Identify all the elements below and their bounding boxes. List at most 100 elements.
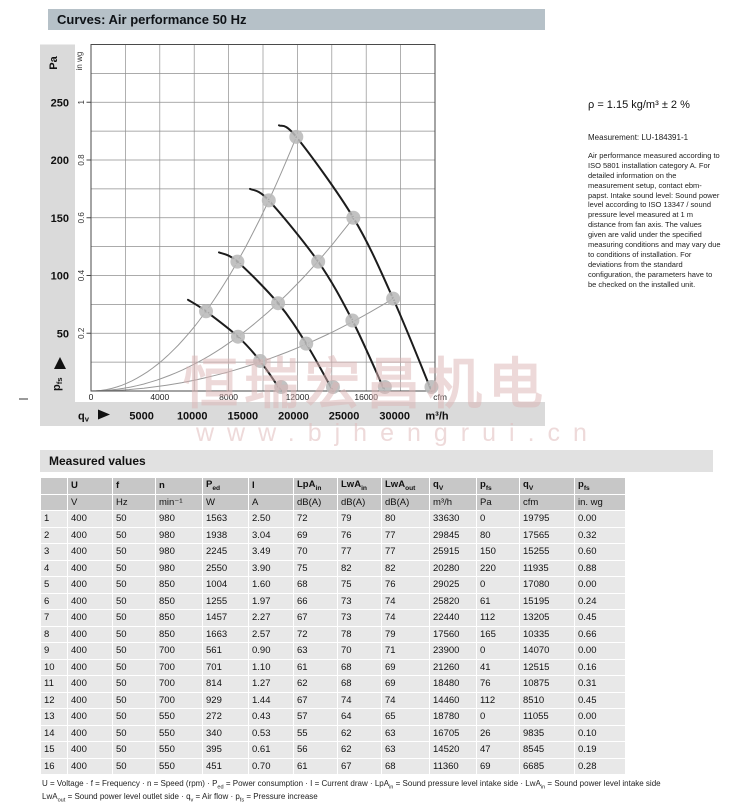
table-cell: 2.27 — [249, 610, 293, 626]
table-cell: 0.60 — [575, 544, 625, 560]
operating-point-marker — [274, 380, 289, 394]
operating-point-marker — [253, 353, 268, 368]
table-cell: 50 — [113, 593, 155, 609]
table-cell: 0.28 — [575, 758, 625, 774]
column-header: qV — [430, 478, 476, 494]
left-margin-mark — [19, 398, 28, 400]
table-cell: 50 — [113, 577, 155, 593]
operating-point-marker — [325, 380, 340, 394]
table-cell: 62 — [338, 725, 381, 741]
table-cell: 0.43 — [249, 709, 293, 725]
table-cell: 74 — [338, 692, 381, 708]
table-cell: 12 — [41, 692, 67, 708]
svg-text:0.6: 0.6 — [77, 212, 86, 224]
table-cell: 0.61 — [249, 742, 293, 758]
table-cell: 16 — [41, 758, 67, 774]
svg-text:1: 1 — [77, 99, 86, 104]
table-cell: 400 — [68, 544, 112, 560]
table-row: 5 400 50 850 1004 1.60 68 75 76 29025 0 17080 0.00 — [41, 577, 625, 593]
table-cell: 68 — [294, 577, 337, 593]
table-cell: 7 — [41, 610, 67, 626]
table-cell: 400 — [68, 643, 112, 659]
table-cell: 15255 — [520, 544, 574, 560]
operating-point-marker — [299, 336, 314, 351]
table-cell: 14070 — [520, 643, 574, 659]
svg-text:10000: 10000 — [177, 411, 208, 423]
table-cell: 0.19 — [575, 742, 625, 758]
table-cell: 0.45 — [575, 692, 625, 708]
svg-text:150: 150 — [51, 213, 69, 225]
table-cell: 6685 — [520, 758, 574, 774]
system-curves — [90, 136, 394, 392]
table-cell: 62 — [294, 676, 337, 692]
table-cell: 61 — [294, 659, 337, 675]
column-unit: W — [203, 494, 248, 510]
table-cell: 2245 — [203, 544, 248, 560]
table-cell: 400 — [68, 692, 112, 708]
table-cell: 61 — [294, 758, 337, 774]
table-cell: 76 — [338, 527, 381, 543]
table-cell: 17080 — [520, 577, 574, 593]
column-unit: dB(A) — [294, 494, 337, 510]
table-cell: 50 — [113, 725, 155, 741]
table-row: 8 400 50 850 1663 2.57 72 78 79 17560 165 10335 0.66 — [41, 626, 625, 642]
column-unit: min⁻¹ — [156, 494, 202, 510]
page-title: Curves: Air performance 50 Hz — [48, 9, 545, 30]
table-cell: 0.53 — [249, 725, 293, 741]
table-cell: 80 — [382, 511, 429, 527]
operating-point-marker — [230, 329, 245, 344]
column-unit: in. wg — [575, 494, 625, 510]
table-cell: 2550 — [203, 560, 248, 576]
table-cell: 50 — [113, 560, 155, 576]
table-cell: 13 — [41, 709, 67, 725]
table-cell: 814 — [203, 676, 248, 692]
table-row: 10 400 50 700 701 1.10 61 68 69 21260 41 12515 0.16 — [41, 659, 625, 675]
table-cell: 72 — [294, 626, 337, 642]
table-cell: 50 — [113, 643, 155, 659]
table-cell: 50 — [113, 527, 155, 543]
table-cell: 23900 — [430, 643, 476, 659]
table-cell: 9835 — [520, 725, 574, 741]
table-cell: 1.27 — [249, 676, 293, 692]
table-cell: 50 — [113, 511, 155, 527]
table-cell: 550 — [156, 758, 202, 774]
x-axis-arrow-icon — [98, 409, 110, 420]
table-cell: 400 — [68, 527, 112, 543]
table-cell: 1.10 — [249, 659, 293, 675]
table-cell: 15195 — [520, 593, 574, 609]
table-cell: 72 — [294, 511, 337, 527]
operating-point-marker — [346, 210, 361, 225]
table-cell: 6 — [41, 593, 67, 609]
table-footnote-1: U = Voltage · f = Frequency · n = Speed … — [42, 779, 661, 791]
table-cell: 0.66 — [575, 626, 625, 642]
table-cell: 41 — [477, 659, 519, 675]
operating-point-marker — [345, 313, 360, 328]
table-cell: 0.88 — [575, 560, 625, 576]
table-cell: 165 — [477, 626, 519, 642]
svg-text:30000: 30000 — [379, 411, 410, 423]
svg-text:15000: 15000 — [228, 411, 259, 423]
table-cell: 3.49 — [249, 544, 293, 560]
table-cell: 1938 — [203, 527, 248, 543]
table-cell: 62 — [338, 742, 381, 758]
table-cell: 11360 — [430, 758, 476, 774]
table-cell: 700 — [156, 643, 202, 659]
table-row: 16 400 50 550 451 0.70 61 67 68 11360 69 6685 0.28 — [41, 758, 625, 774]
column-unit: dB(A) — [382, 494, 429, 510]
table-cell: 10335 — [520, 626, 574, 642]
column-header: LpAin — [294, 478, 337, 494]
table-cell: 1255 — [203, 593, 248, 609]
table-cell: 0.00 — [575, 643, 625, 659]
table-cell: 451 — [203, 758, 248, 774]
table-cell: 33630 — [430, 511, 476, 527]
table-row: 14 400 50 550 340 0.53 55 62 63 16705 26 9835 0.10 — [41, 725, 625, 741]
table-cell: 66 — [294, 593, 337, 609]
column-unit: Pa — [477, 494, 519, 510]
table-cell: 550 — [156, 709, 202, 725]
table-cell: 0.00 — [575, 577, 625, 593]
table-cell: 70 — [294, 544, 337, 560]
